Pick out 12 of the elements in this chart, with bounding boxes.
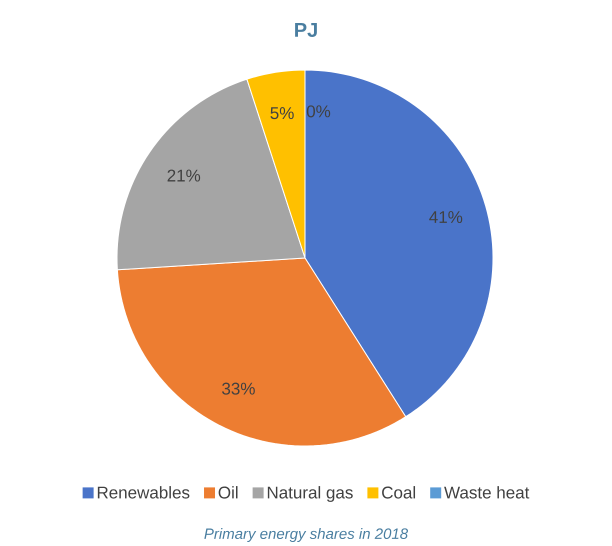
legend-label: Oil	[218, 486, 238, 499]
chart-title: PJ	[295, 23, 317, 37]
data-label: 21%	[168, 170, 200, 182]
data-label: 41%	[429, 211, 462, 224]
legend-label: Renewables	[98, 486, 190, 499]
legend-label: Waste heat	[444, 486, 530, 499]
text: 0%	[306, 105, 330, 118]
legend-label: Coal	[382, 486, 416, 499]
legend-label: Natural gas	[268, 486, 353, 502]
text: Primary energy shares in 2018	[204, 528, 408, 542]
data-label: 5%	[270, 107, 294, 120]
data-label: 33%	[222, 382, 255, 395]
